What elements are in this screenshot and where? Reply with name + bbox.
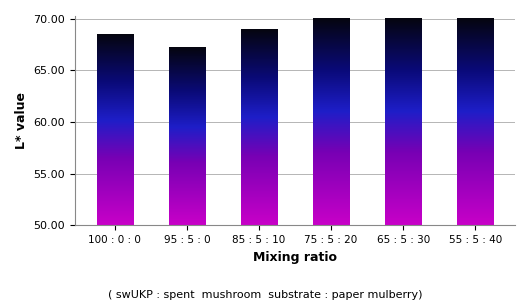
X-axis label: Mixing ratio: Mixing ratio bbox=[253, 251, 337, 264]
Text: ( swUKP : spent  mushroom  substrate : paper mulberry): ( swUKP : spent mushroom substrate : pap… bbox=[108, 290, 422, 300]
Y-axis label: L* value: L* value bbox=[15, 92, 28, 149]
